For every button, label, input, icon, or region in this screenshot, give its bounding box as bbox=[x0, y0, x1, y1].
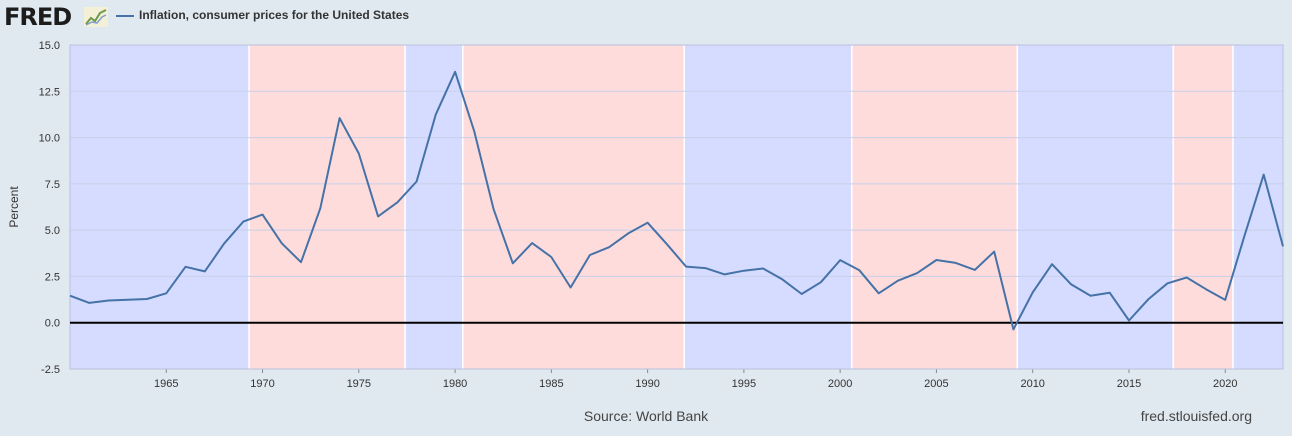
source-text: Source: World Bank bbox=[583, 408, 709, 424]
band-blue bbox=[1232, 45, 1283, 369]
y-axis-label: Percent bbox=[7, 186, 21, 228]
x-tick-label: 2020 bbox=[1213, 378, 1237, 390]
x-tick-label: 1985 bbox=[539, 378, 563, 390]
band-blue bbox=[684, 45, 852, 369]
legend-label[interactable]: Inflation, consumer prices for the Unite… bbox=[139, 8, 410, 22]
band-blue bbox=[405, 45, 463, 369]
band-blue bbox=[1017, 45, 1174, 369]
x-tick-label: 1990 bbox=[635, 378, 659, 390]
x-tick-label: 1980 bbox=[443, 378, 467, 390]
y-tick-label: 0.0 bbox=[45, 318, 60, 330]
legend-swatch bbox=[116, 15, 134, 17]
chart-header: FRED Inflation, consumer prices for the … bbox=[0, 0, 1292, 34]
y-tick-label: 7.5 bbox=[45, 179, 60, 191]
band-red bbox=[249, 45, 406, 369]
source-url-link[interactable]: fred.stlouisfed.org bbox=[1140, 408, 1252, 424]
x-tick-label: 1965 bbox=[154, 378, 178, 390]
x-tick-label: 2015 bbox=[1117, 378, 1141, 390]
plot-border bbox=[69, 44, 1284, 370]
x-tick-label: 1995 bbox=[732, 378, 756, 390]
x-tick-label: 2000 bbox=[828, 378, 852, 390]
x-tick-label: 1970 bbox=[250, 378, 274, 390]
series-line bbox=[69, 70, 1284, 331]
fred-logo: FRED bbox=[4, 3, 72, 31]
band-red bbox=[1173, 45, 1233, 369]
band-red bbox=[462, 45, 685, 369]
y-tick-label: 10.0 bbox=[39, 133, 60, 145]
band-red bbox=[851, 45, 1018, 369]
x-tick-label: 2010 bbox=[1020, 378, 1044, 390]
fred-logo-graph-icon bbox=[84, 7, 108, 27]
y-tick-label: 12.5 bbox=[39, 86, 60, 98]
y-tick-label: 5.0 bbox=[45, 225, 60, 237]
y-tick-label: 2.5 bbox=[45, 271, 60, 283]
band-blue bbox=[70, 45, 250, 369]
y-tick-label: 15.0 bbox=[39, 40, 60, 52]
y-tick-label: -2.5 bbox=[41, 364, 60, 376]
x-tick-label: 1975 bbox=[347, 378, 371, 390]
x-tick-label: 2005 bbox=[924, 378, 948, 390]
